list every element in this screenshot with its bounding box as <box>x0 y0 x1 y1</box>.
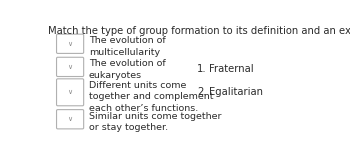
Text: ∨: ∨ <box>68 41 73 47</box>
Text: Fraternal: Fraternal <box>209 64 253 74</box>
FancyBboxPatch shape <box>57 110 84 129</box>
Text: ∨: ∨ <box>68 64 73 70</box>
Text: 2.: 2. <box>197 87 207 97</box>
Text: ∨: ∨ <box>68 89 73 95</box>
Text: The evolution of
eukaryotes: The evolution of eukaryotes <box>89 59 166 80</box>
Text: Similar units come together
or stay together.: Similar units come together or stay toge… <box>89 112 221 132</box>
FancyBboxPatch shape <box>57 34 84 53</box>
FancyBboxPatch shape <box>57 57 84 77</box>
Text: 1.: 1. <box>197 64 207 74</box>
Text: Egalitarian: Egalitarian <box>209 87 263 97</box>
Text: The evolution of
multicellularity: The evolution of multicellularity <box>89 36 166 57</box>
Text: Match the type of group formation to its definition and an example.: Match the type of group formation to its… <box>48 26 350 36</box>
Text: Different units come
together and complement
each other’s functions.: Different units come together and comple… <box>89 81 213 113</box>
FancyBboxPatch shape <box>57 79 84 106</box>
Text: ∨: ∨ <box>68 116 73 122</box>
